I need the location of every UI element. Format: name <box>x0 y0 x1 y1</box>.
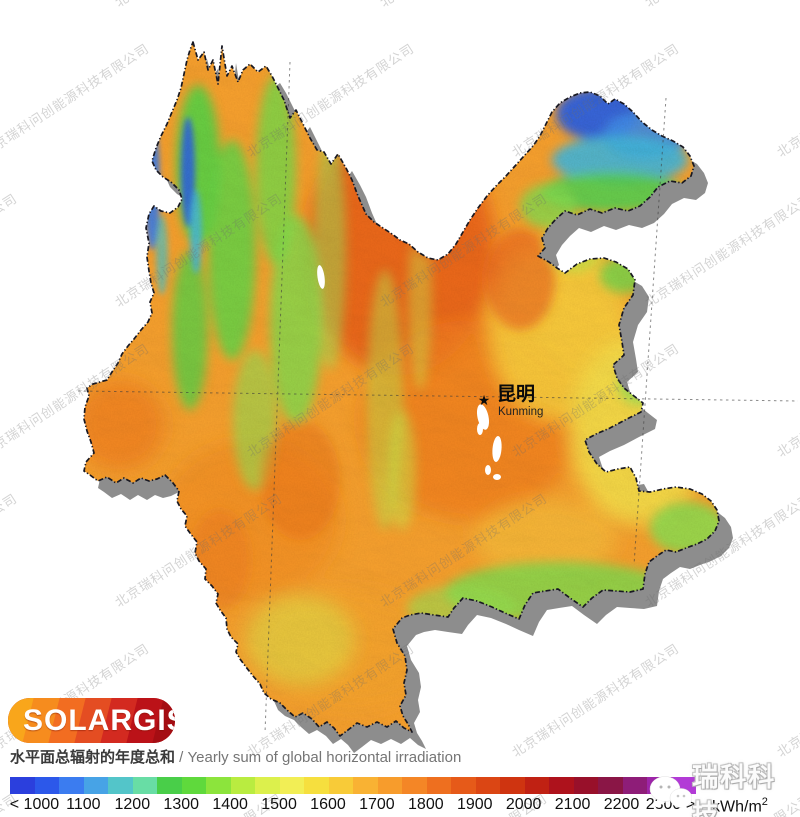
lakes <box>317 265 502 480</box>
legend-tick-label: 1700 <box>359 796 395 813</box>
legend-color-segment <box>181 777 206 794</box>
city-label-en: Kunming <box>498 406 543 418</box>
legend-color-segment <box>279 777 304 794</box>
legend-colorbar <box>10 777 696 794</box>
legend-color-segment <box>573 777 598 794</box>
city-kunming: ★ 昆明 Kunming <box>478 383 544 418</box>
legend-tick-label: 2100 <box>554 796 591 813</box>
legend-tick-label: < 1000 <box>9 796 60 813</box>
legend-color-segment <box>230 777 255 794</box>
legend-color-segment <box>353 777 378 794</box>
lake-xingyun <box>485 465 491 475</box>
legend-tick-label: 1900 <box>456 796 493 813</box>
legend-color-segment <box>426 777 451 794</box>
legend-unit: kWh/m2 <box>712 796 768 816</box>
wechat-bubbles-icon <box>649 776 693 812</box>
graticule-meridian <box>264 61 291 734</box>
legend-color-segment <box>157 777 182 794</box>
graticule-meridian <box>633 97 667 566</box>
legend-color-segment <box>622 777 647 794</box>
legend-color-segment <box>255 777 280 794</box>
legend-color-segment <box>206 777 231 794</box>
city-marker-star: ★ <box>478 392 491 408</box>
lake-qilu <box>493 474 501 480</box>
lake-fuxian <box>492 436 502 462</box>
legend-color-segment <box>10 777 35 794</box>
legend-color-segment <box>402 777 427 794</box>
legend-tick-label: 1200 <box>114 796 151 813</box>
legend-color-segment <box>83 777 108 794</box>
footer-logo-text: 瑞科科技 <box>692 762 777 817</box>
legend-color-segment <box>304 777 329 794</box>
legend-color-segment <box>549 777 574 794</box>
solargis-logo-text: SOLARGIS <box>23 704 175 737</box>
legend-tick-label: 1500 <box>261 796 297 813</box>
lake-dian-south <box>477 423 483 435</box>
map-title: 水平面总辐射的年度总和 / Yearly sum of global horiz… <box>10 746 461 767</box>
legend-color-segment <box>328 777 353 794</box>
legend-tick-label: 1300 <box>163 796 200 813</box>
legend-color-segment <box>59 777 84 794</box>
legend-tick-label: 1600 <box>310 796 346 813</box>
legend-unit-exponent: 2 <box>761 796 768 808</box>
legend-color-segment <box>500 777 525 794</box>
legend-tick-label: 1400 <box>212 796 248 813</box>
legend-color-segment <box>475 777 500 794</box>
legend-color-segment <box>451 777 476 794</box>
map-container: ★ 昆明 Kunming <box>77 41 799 753</box>
map-title-en: Yearly sum of global horizontal irradiat… <box>187 749 462 766</box>
irradiation-map: ★ 昆明 Kunming <box>77 41 799 753</box>
solargis-logo: SOLARGIS <box>8 698 175 743</box>
legend-tick-label: 1100 <box>66 796 101 813</box>
city-label-zh: 昆明 <box>497 383 535 405</box>
legend-color-segment <box>34 777 59 794</box>
map-title-separator: / <box>175 749 188 766</box>
legend-tick-label: 1800 <box>408 796 444 813</box>
graticule-parallel <box>77 390 799 402</box>
legend-tick-label: 2200 <box>603 796 640 813</box>
legend-color-segment <box>132 777 157 794</box>
legend-color-segment <box>377 777 402 794</box>
legend-color-segment <box>524 777 549 794</box>
legend-color-segment <box>598 777 623 794</box>
legend-tick-label: 2000 <box>505 796 542 813</box>
map-title-zh: 水平面总辐射的年度总和 <box>10 749 176 766</box>
legend-color-segment <box>108 777 133 794</box>
footer-logo: 瑞科科技 <box>648 757 800 817</box>
graticule <box>77 61 799 734</box>
lake-erhai <box>317 265 325 289</box>
legend-unit-base: kWh/m <box>712 798 762 816</box>
irradiation-field <box>84 42 719 736</box>
